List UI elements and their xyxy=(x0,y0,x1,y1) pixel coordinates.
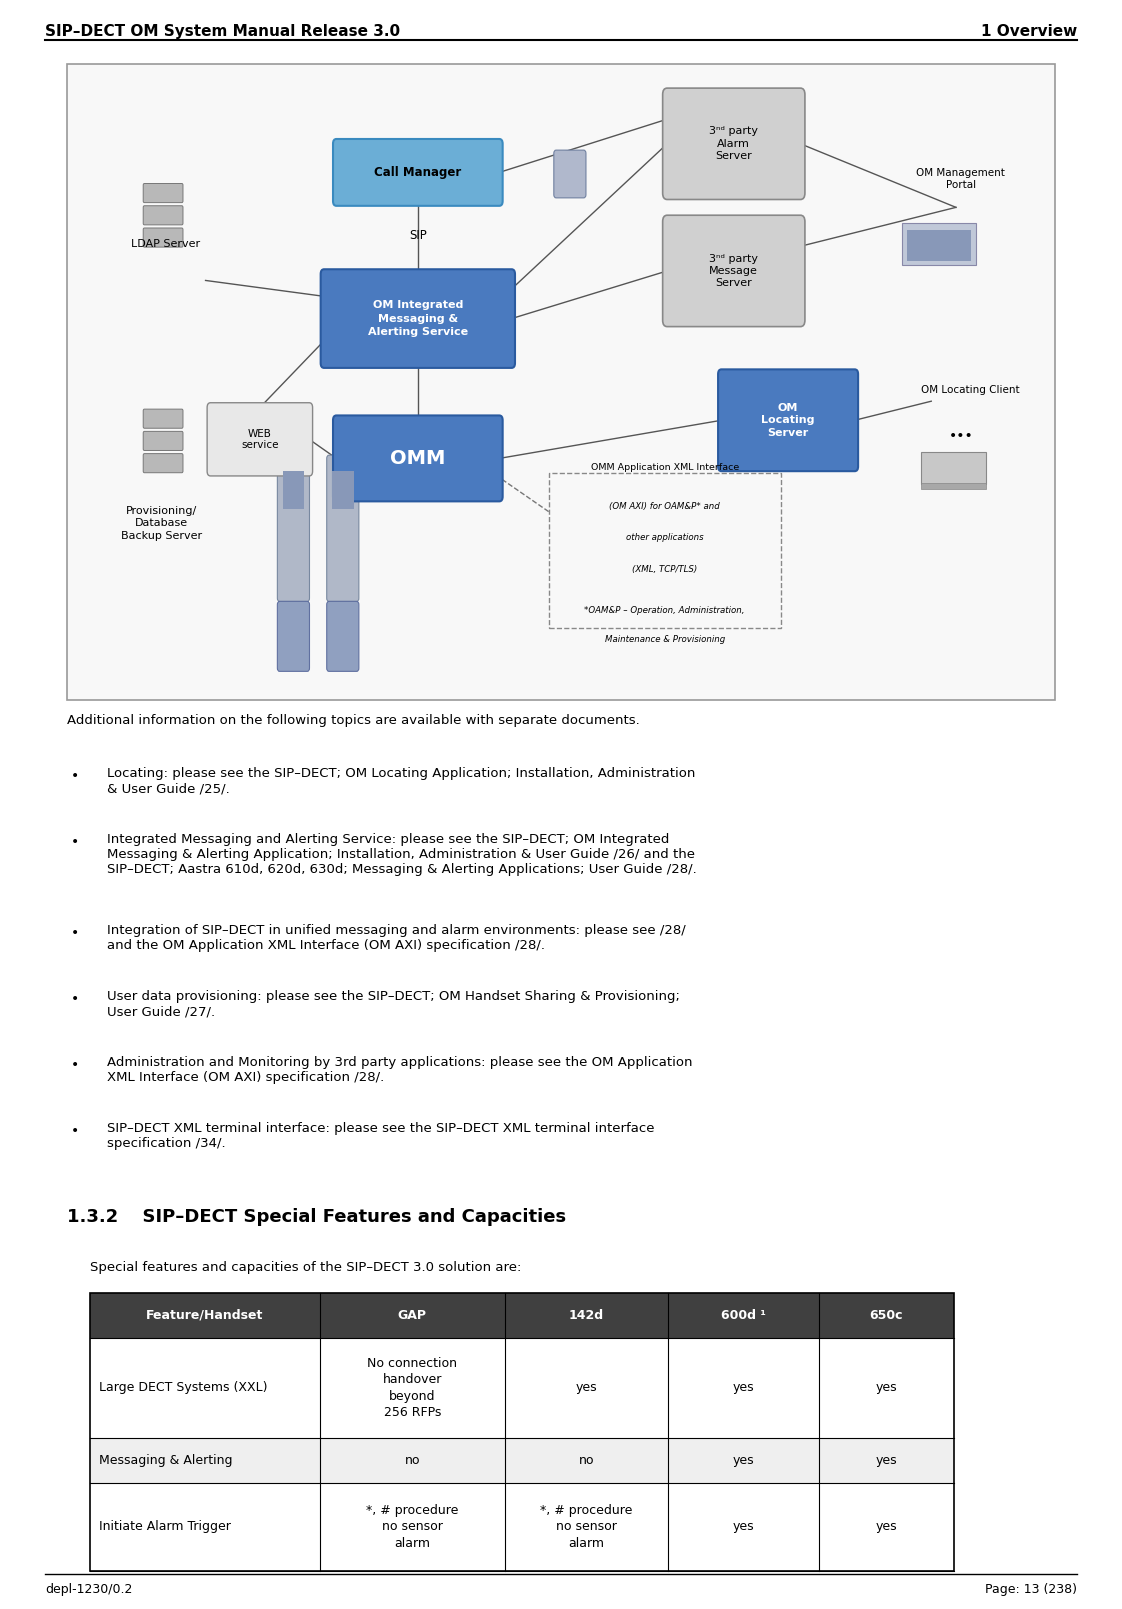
Text: •••: ••• xyxy=(948,430,973,442)
Bar xyxy=(921,483,985,489)
Text: •: • xyxy=(71,991,80,1006)
Text: SIP–DECT XML terminal interface: please see the SIP–DECT XML terminal interface
: SIP–DECT XML terminal interface: please … xyxy=(107,1123,654,1150)
Text: 650c: 650c xyxy=(870,1308,903,1323)
Text: *, # procedure
no sensor
alarm: *, # procedure no sensor alarm xyxy=(366,1504,459,1549)
FancyBboxPatch shape xyxy=(277,602,310,671)
Text: no: no xyxy=(579,1453,594,1467)
FancyBboxPatch shape xyxy=(718,370,858,471)
FancyBboxPatch shape xyxy=(144,431,183,451)
Text: yes: yes xyxy=(733,1381,754,1395)
Text: OM Locating Client: OM Locating Client xyxy=(921,385,1020,396)
Text: LDAP Server: LDAP Server xyxy=(131,240,201,249)
Text: Initiate Alarm Trigger: Initiate Alarm Trigger xyxy=(99,1521,231,1533)
Text: (OM AXI) for OAM&P* and: (OM AXI) for OAM&P* and xyxy=(609,502,720,510)
Text: SIP: SIP xyxy=(408,230,426,243)
Text: Page: 13 (238): Page: 13 (238) xyxy=(985,1583,1077,1596)
Text: yes: yes xyxy=(576,1381,597,1395)
Text: Integration of SIP–DECT in unified messaging and alarm environments: please see : Integration of SIP–DECT in unified messa… xyxy=(107,924,686,953)
Bar xyxy=(332,471,353,508)
Text: Locating: please see the SIP–DECT; OM Locating Application; Installation, Admini: Locating: please see the SIP–DECT; OM Lo… xyxy=(107,767,695,795)
Text: OM Management
Portal: OM Management Portal xyxy=(917,167,1005,190)
Text: •: • xyxy=(71,769,80,784)
Text: no: no xyxy=(405,1453,420,1467)
Text: GAP: GAP xyxy=(398,1308,426,1323)
Bar xyxy=(907,230,971,261)
Text: Feature/Handset: Feature/Handset xyxy=(146,1308,264,1323)
Text: WEB
service: WEB service xyxy=(241,428,278,451)
FancyBboxPatch shape xyxy=(144,454,183,473)
Text: •: • xyxy=(71,1123,80,1138)
FancyBboxPatch shape xyxy=(663,88,804,200)
Text: Call Manager: Call Manager xyxy=(375,166,461,179)
FancyBboxPatch shape xyxy=(333,138,503,206)
Text: 1 Overview: 1 Overview xyxy=(981,24,1077,39)
FancyBboxPatch shape xyxy=(144,183,183,203)
FancyBboxPatch shape xyxy=(333,415,503,502)
Text: •: • xyxy=(71,1059,80,1072)
Text: *OAM&P – Operation, Administration,: *OAM&P – Operation, Administration, xyxy=(585,607,745,615)
Text: yes: yes xyxy=(733,1453,754,1467)
Text: 3ⁿᵈ party
Alarm
Server: 3ⁿᵈ party Alarm Server xyxy=(709,127,758,161)
FancyBboxPatch shape xyxy=(144,206,183,225)
Text: •: • xyxy=(71,835,80,850)
Text: 142d: 142d xyxy=(569,1308,604,1323)
FancyBboxPatch shape xyxy=(327,602,359,671)
Text: Additional information on the following topics are available with separate docum: Additional information on the following … xyxy=(67,714,640,727)
Bar xyxy=(549,473,781,629)
Bar xyxy=(902,224,976,264)
Bar xyxy=(90,1292,954,1337)
FancyBboxPatch shape xyxy=(321,269,515,368)
Text: 600d ¹: 600d ¹ xyxy=(721,1308,765,1323)
Text: (XML, TCP/TLS): (XML, TCP/TLS) xyxy=(632,565,697,574)
Text: Integrated Messaging and Alerting Service: please see the SIP–DECT; OM Integrate: Integrated Messaging and Alerting Servic… xyxy=(107,833,697,877)
Text: No connection
handover
beyond
256 RFPs: No connection handover beyond 256 RFPs xyxy=(367,1356,458,1419)
Text: Messaging & Alerting: Messaging & Alerting xyxy=(99,1453,232,1467)
Text: Administration and Monitoring by 3rd party applications: please see the OM Appli: Administration and Monitoring by 3rd par… xyxy=(107,1056,692,1084)
Text: Special features and capacities of the SIP–DECT 3.0 solution are:: Special features and capacities of the S… xyxy=(90,1260,521,1274)
FancyBboxPatch shape xyxy=(277,455,310,602)
Text: Large DECT Systems (XXL): Large DECT Systems (XXL) xyxy=(99,1381,267,1395)
Bar xyxy=(90,1437,954,1482)
Text: 1.3.2  SIP–DECT Special Features and Capacities: 1.3.2 SIP–DECT Special Features and Capa… xyxy=(67,1207,567,1226)
FancyBboxPatch shape xyxy=(554,150,586,198)
FancyBboxPatch shape xyxy=(663,216,804,327)
Bar xyxy=(921,452,985,484)
Text: User data provisioning: please see the SIP–DECT; OM Handset Sharing & Provisioni: User data provisioning: please see the S… xyxy=(107,990,680,1018)
Text: 3ⁿᵈ party
Message
Server: 3ⁿᵈ party Message Server xyxy=(709,254,758,288)
Bar xyxy=(90,1337,954,1437)
Text: yes: yes xyxy=(733,1521,754,1533)
Bar xyxy=(90,1292,954,1570)
Text: Maintenance & Provisioning: Maintenance & Provisioning xyxy=(605,636,725,644)
Text: OM
Locating
Server: OM Locating Server xyxy=(762,402,815,438)
Text: •: • xyxy=(71,925,80,940)
FancyBboxPatch shape xyxy=(208,402,313,476)
FancyBboxPatch shape xyxy=(144,409,183,428)
Text: OMM: OMM xyxy=(390,449,445,468)
Text: OMM Application XML Interface: OMM Application XML Interface xyxy=(590,463,738,473)
Text: other applications: other applications xyxy=(626,533,703,542)
Text: depl-1230/0.2: depl-1230/0.2 xyxy=(45,1583,132,1596)
FancyBboxPatch shape xyxy=(144,228,183,248)
Text: yes: yes xyxy=(875,1381,898,1395)
Bar xyxy=(283,471,304,508)
Text: OM Integrated
Messaging &
Alerting Service: OM Integrated Messaging & Alerting Servi… xyxy=(368,301,468,336)
Text: Provisioning/
Database
Backup Server: Provisioning/ Database Backup Server xyxy=(120,507,202,541)
Bar xyxy=(90,1482,954,1570)
Text: yes: yes xyxy=(875,1521,898,1533)
Text: SIP–DECT OM System Manual Release 3.0: SIP–DECT OM System Manual Release 3.0 xyxy=(45,24,401,39)
Bar xyxy=(67,64,1055,700)
FancyBboxPatch shape xyxy=(327,455,359,602)
Text: yes: yes xyxy=(875,1453,898,1467)
Text: *, # procedure
no sensor
alarm: *, # procedure no sensor alarm xyxy=(540,1504,633,1549)
